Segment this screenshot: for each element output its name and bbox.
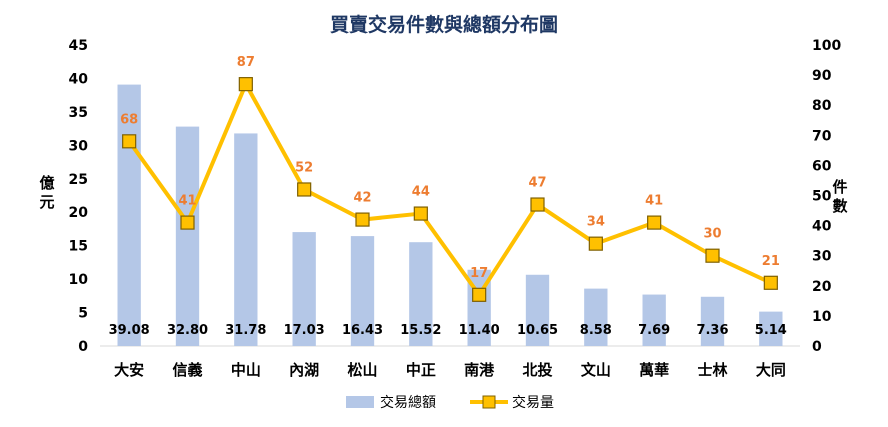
line-point xyxy=(588,236,603,251)
bar-total xyxy=(175,126,200,346)
category-label: 中山 xyxy=(231,361,261,379)
bar-total xyxy=(292,232,316,346)
left-tick-label: 20 xyxy=(69,205,89,221)
line-value-label: 47 xyxy=(528,176,546,191)
bar-value-label: 31.78 xyxy=(225,323,266,338)
right-tick-label: 40 xyxy=(812,219,832,235)
bar-value-label: 32.80 xyxy=(167,323,208,338)
left-axis-label: 億元 xyxy=(39,174,54,211)
left-tick-label: 30 xyxy=(69,138,89,154)
line-point xyxy=(472,287,487,302)
line-value-label: 41 xyxy=(645,194,663,209)
line-point xyxy=(122,134,137,149)
line-volume xyxy=(127,82,772,297)
left-tick-label: 15 xyxy=(69,239,88,255)
line-point xyxy=(297,182,312,197)
bar-value-label: 17.03 xyxy=(284,323,325,338)
legend-label-volume: 交易量 xyxy=(512,394,554,411)
category-label: 內湖 xyxy=(289,361,319,379)
bar-value-label: 16.43 xyxy=(342,323,383,338)
right-tick-label: 80 xyxy=(812,98,832,114)
bar-total xyxy=(584,288,608,346)
line-point xyxy=(413,206,428,221)
bar-total xyxy=(642,294,666,346)
line-point xyxy=(355,212,370,227)
bar-total xyxy=(700,296,725,346)
left-tick-label: 35 xyxy=(69,105,88,121)
left-tick-label: 10 xyxy=(69,272,89,288)
chart-title: 買賣交易件數與總額分布圖 xyxy=(330,13,558,36)
line-value-label: 41 xyxy=(178,194,196,209)
category-label: 松山 xyxy=(347,361,377,379)
line-value-label: 68 xyxy=(120,112,138,127)
bar-total xyxy=(759,311,783,346)
left-tick-label: 45 xyxy=(69,38,88,54)
bar-value-label: 10.65 xyxy=(517,323,558,338)
category-label: 士林 xyxy=(697,361,728,379)
bar-value-label: 7.36 xyxy=(696,323,728,338)
line-point xyxy=(238,77,253,92)
bar-value-label: 8.58 xyxy=(580,323,612,338)
line-value-label: 34 xyxy=(587,215,605,230)
bar-total xyxy=(525,274,550,346)
right-tick-label: 100 xyxy=(812,38,841,54)
category-label: 北投 xyxy=(522,361,552,379)
bar-value-label: 11.40 xyxy=(459,323,500,338)
line-value-label: 44 xyxy=(412,185,430,200)
left-tick-label: 0 xyxy=(78,339,88,355)
bar-total xyxy=(350,236,375,346)
line-point xyxy=(530,197,545,212)
left-tick-label: 25 xyxy=(69,172,88,188)
bar-value-label: 5.14 xyxy=(755,323,787,338)
category-label: 大同 xyxy=(756,361,786,379)
category-label: 南港 xyxy=(464,361,495,379)
bar-value-label: 15.52 xyxy=(400,323,441,338)
right-axis-label: 件數 xyxy=(832,178,847,215)
category-label: 大安 xyxy=(114,361,144,379)
line-point xyxy=(180,215,195,230)
right-tick-label: 60 xyxy=(812,158,832,174)
line-point xyxy=(763,275,778,290)
right-tick-label: 50 xyxy=(812,189,832,205)
right-tick-label: 90 xyxy=(812,68,832,84)
left-tick-label: 5 xyxy=(78,306,88,322)
line-value-label: 21 xyxy=(762,254,780,269)
bar-value-label: 39.08 xyxy=(109,323,150,338)
right-tick-label: 70 xyxy=(812,128,832,144)
legend-swatch-volume-marker xyxy=(482,395,496,409)
right-tick-label: 30 xyxy=(812,249,832,265)
category-label: 中正 xyxy=(406,361,436,379)
left-tick-label: 40 xyxy=(69,71,89,87)
line-value-label: 87 xyxy=(237,55,255,70)
right-tick-label: 0 xyxy=(812,339,822,355)
legend-swatch-total xyxy=(346,396,374,408)
category-label: 文山 xyxy=(581,361,611,379)
right-tick-label: 10 xyxy=(812,309,832,325)
bar-value-label: 7.69 xyxy=(638,323,670,338)
line-value-label: 42 xyxy=(353,191,371,206)
category-label: 信義 xyxy=(172,361,202,379)
line-value-label: 52 xyxy=(295,160,313,175)
line-value-label: 17 xyxy=(470,266,488,281)
right-tick-label: 20 xyxy=(812,279,832,295)
bar-total xyxy=(234,133,258,346)
category-label: 萬華 xyxy=(639,361,669,379)
line-value-label: 30 xyxy=(703,227,721,242)
legend-label-total: 交易總額 xyxy=(380,394,436,411)
line-point xyxy=(647,215,662,230)
bar-total xyxy=(409,242,433,346)
line-point xyxy=(705,248,720,263)
